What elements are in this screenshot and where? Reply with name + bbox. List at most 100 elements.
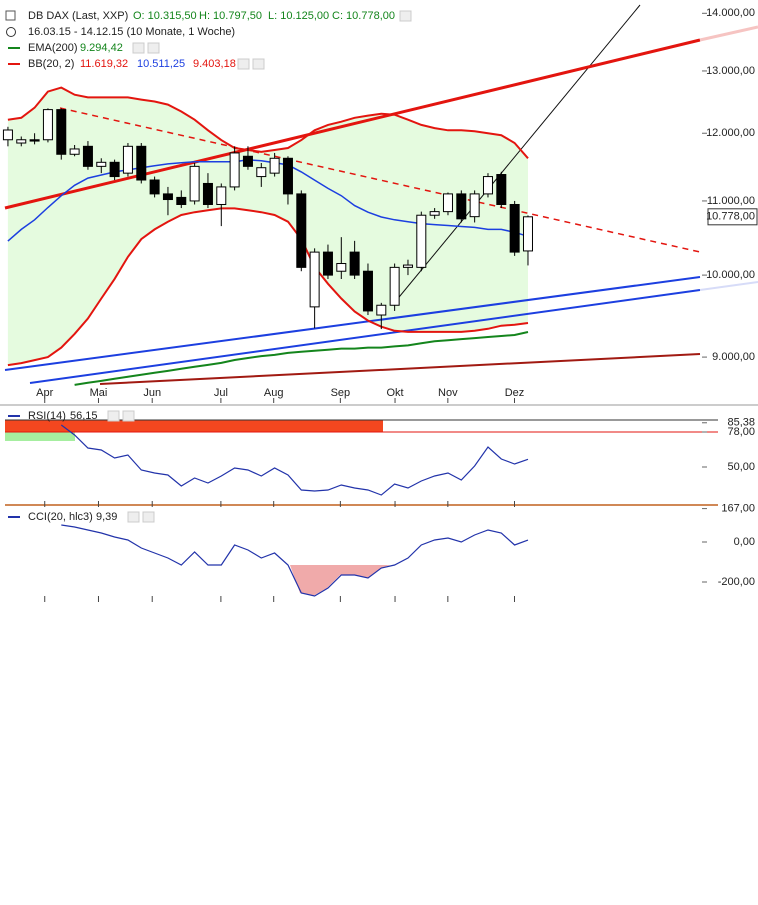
close-button[interactable] xyxy=(252,58,265,70)
candle-body xyxy=(469,193,480,218)
candle-body xyxy=(349,251,360,276)
settings-button[interactable] xyxy=(399,10,412,22)
candle-body xyxy=(242,155,253,167)
legend-value: 9.294,42 xyxy=(80,42,123,54)
y-tick-label: 85,38 xyxy=(727,417,755,429)
oversold-zone xyxy=(290,565,390,596)
x-tick-label: Okt xyxy=(386,387,403,399)
candle-body xyxy=(189,165,200,202)
y-tick-label: 50,00 xyxy=(727,461,755,473)
candle-body xyxy=(256,167,267,178)
last-price-label: 10.778,00 xyxy=(706,211,755,223)
trend-line xyxy=(99,353,701,385)
candle-body xyxy=(109,161,120,178)
x-tick-label: Jun xyxy=(143,387,161,399)
settings-button[interactable] xyxy=(237,58,250,70)
y-tick-label: 9.000,00 xyxy=(712,351,755,363)
candle-body xyxy=(82,145,93,167)
candle-body xyxy=(442,193,453,213)
instrument: DB DAX (Last, XXP) xyxy=(28,10,128,22)
close-button[interactable] xyxy=(142,511,155,523)
y-tick-label: 167,00 xyxy=(721,503,755,515)
legend-name: BB(20, 2) xyxy=(28,58,74,70)
clock-icon xyxy=(6,27,16,37)
settings-button[interactable] xyxy=(132,42,145,54)
candle-body xyxy=(416,214,427,268)
indicator-value: 9,39 xyxy=(96,511,117,523)
date-range: 16.03.15 - 14.12.15 (10 Monate, 1 Woche) xyxy=(28,26,235,38)
drawings xyxy=(4,4,758,385)
trend-line xyxy=(394,4,641,303)
last-price-box xyxy=(707,208,758,226)
y-tick-label: 78,00 xyxy=(727,426,755,438)
x-tick-label: Apr xyxy=(36,387,53,399)
close-button[interactable] xyxy=(122,410,135,422)
x-tick-label: Nov xyxy=(438,387,458,399)
x-tick-label: Jul xyxy=(214,387,228,399)
indicator-line xyxy=(61,524,529,597)
candle-body xyxy=(69,148,80,155)
x-tick-label: Dez xyxy=(505,387,525,399)
candle-body xyxy=(162,193,173,201)
settings-button[interactable] xyxy=(107,410,120,422)
overbought-zone xyxy=(5,420,383,432)
candle-body xyxy=(56,109,67,155)
ohlc-label: H: 10.797,50 xyxy=(199,10,262,22)
ohlc-label: L: 10.125,00 xyxy=(268,10,329,22)
y-tick-label: 13.000,00 xyxy=(706,65,755,77)
oversold-zone xyxy=(5,432,75,441)
candle-body xyxy=(149,179,160,195)
ema-line xyxy=(74,331,529,386)
indicator-name: RSI(14) xyxy=(28,410,66,422)
candle-body xyxy=(456,193,467,220)
candle-body xyxy=(362,270,373,312)
candle-body xyxy=(309,251,320,308)
candle-body xyxy=(269,157,280,174)
x-tick-label: Mai xyxy=(90,387,108,399)
indicator-value: 56,15 xyxy=(70,410,98,422)
y-tick-label: 12.000,00 xyxy=(706,127,755,139)
candle-body xyxy=(29,139,40,142)
trend-line xyxy=(699,281,758,291)
settings-button[interactable] xyxy=(127,511,140,523)
candle-body xyxy=(42,109,53,141)
legend-name: EMA(200) xyxy=(28,42,78,54)
legend-icon xyxy=(5,10,16,21)
legend-value: 9.403,18 xyxy=(193,58,236,70)
candle-body xyxy=(389,266,400,306)
candle-body xyxy=(136,145,147,181)
close-button[interactable] xyxy=(147,42,160,54)
trend-line xyxy=(4,276,701,371)
trend-line xyxy=(29,289,701,384)
bb-lower xyxy=(7,207,529,367)
legend-value: 10.511,25 xyxy=(137,58,185,70)
ohlc-label: C: 10.778,00 xyxy=(332,10,395,22)
trend-line xyxy=(699,25,758,42)
legend-value: 11.619,32 xyxy=(80,58,128,70)
x-tick-label: Aug xyxy=(264,387,284,399)
candle-body xyxy=(336,263,347,272)
candle-body xyxy=(96,161,107,167)
indicator-line xyxy=(60,424,529,496)
candle-body xyxy=(496,174,507,205)
candle-body xyxy=(16,139,27,144)
indicator-name: CCI(20, hlc3) xyxy=(28,511,93,523)
candle-body xyxy=(429,211,440,216)
y-tick-label: 10.000,00 xyxy=(706,269,755,281)
candle-body xyxy=(2,129,13,141)
y-tick-label: -200,00 xyxy=(718,576,755,588)
bb-middle xyxy=(7,159,529,242)
y-tick-label: 14.000,00 xyxy=(706,7,755,19)
candle-body xyxy=(229,152,240,188)
candle-body xyxy=(402,264,413,268)
bb-upper xyxy=(7,86,529,159)
candle-body xyxy=(216,186,227,205)
candle-body xyxy=(176,196,187,205)
candle-body xyxy=(122,145,133,174)
trend-line xyxy=(4,38,701,210)
y-tick-label: 11.000,00 xyxy=(707,195,755,207)
candle-body xyxy=(509,203,520,253)
candle-body xyxy=(322,251,333,276)
